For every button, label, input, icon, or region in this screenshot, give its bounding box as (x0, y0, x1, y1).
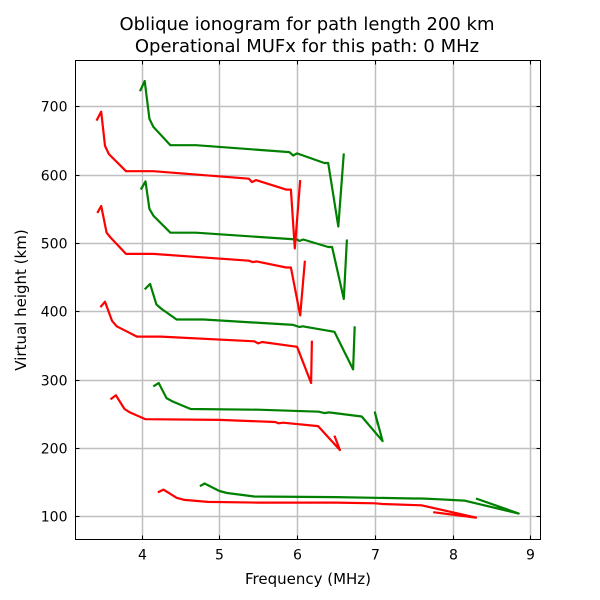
green-hop-5-line (139, 79, 345, 228)
y-tick-label: 600 (41, 169, 68, 185)
green-hop-4-line (139, 180, 348, 301)
red-hop-5-line (95, 110, 302, 250)
y-tick-label: 500 (41, 237, 68, 253)
y-tick-label: 300 (41, 374, 68, 390)
x-tick-label: 8 (449, 548, 458, 564)
green-hop-3-line (143, 282, 356, 371)
ticks: 4 5 6 7 8 9 100 200 300 400 500 600 700 (41, 60, 541, 564)
x-axis-label: Frequency (MHz) (245, 570, 371, 588)
x-tick-label: 5 (215, 548, 224, 564)
y-tick-label: 700 (41, 100, 68, 116)
red-hop-3-line (99, 300, 313, 385)
green-hop-1-line (199, 482, 520, 515)
x-tick-label: 7 (371, 548, 380, 564)
green-hop-2-line (152, 381, 384, 443)
y-tick-label: 400 (41, 305, 68, 321)
x-tick-label: 4 (138, 548, 147, 564)
red-hop-1-line (157, 488, 478, 519)
red-hop-2-line (109, 394, 341, 452)
chart-subtitle: Operational MUFx for this path: 0 MHz (135, 36, 479, 57)
series-group (95, 79, 520, 519)
grid (75, 60, 541, 540)
x-tick-label: 9 (526, 548, 535, 564)
y-axis-label: Virtual height (km) (12, 229, 30, 370)
plot-frame (75, 60, 541, 540)
y-tick-label: 200 (41, 442, 68, 458)
y-tick-label: 100 (41, 510, 68, 526)
red-hop-4-line (96, 204, 306, 317)
chart-title: Oblique ionogram for path length 200 km (119, 14, 494, 35)
x-tick-label: 6 (293, 548, 302, 564)
